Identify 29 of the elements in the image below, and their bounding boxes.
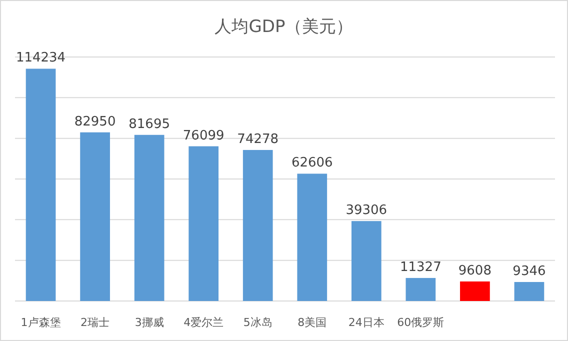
bar: [514, 282, 544, 301]
x-tick-label: 1卢森堡: [20, 316, 61, 329]
x-tick-label: 24日本: [348, 316, 384, 329]
x-tick-label: 8美国: [298, 316, 327, 329]
bar: [297, 174, 328, 301]
x-tick-label: 3挪威: [134, 316, 164, 329]
data-label: 11327: [400, 260, 442, 275]
bar: [351, 221, 382, 301]
data-label: 9608: [458, 263, 492, 278]
data-label: 9346: [512, 264, 546, 279]
bar: [26, 68, 56, 301]
data-label: 74278: [237, 132, 279, 147]
bar: [188, 146, 219, 301]
data-label: 39306: [346, 203, 388, 218]
bar: [406, 278, 436, 301]
x-tick-label: 60俄罗斯: [397, 316, 444, 329]
bar: [134, 134, 164, 301]
bar: [80, 132, 110, 301]
chart-title: 人均GDP（美元）: [214, 17, 354, 37]
x-tick-label: 4爱尔兰: [184, 316, 224, 329]
data-label: 114234: [16, 50, 66, 66]
bar: [242, 150, 273, 301]
data-label: 82950: [74, 114, 116, 130]
x-tick-label: 5冰岛: [243, 316, 272, 329]
data-label: 81695: [128, 116, 170, 132]
data-label: 76099: [182, 128, 224, 144]
data-label: 62606: [291, 156, 333, 171]
bar: [460, 281, 490, 301]
x-tick-label: 2瑞士: [80, 316, 110, 329]
